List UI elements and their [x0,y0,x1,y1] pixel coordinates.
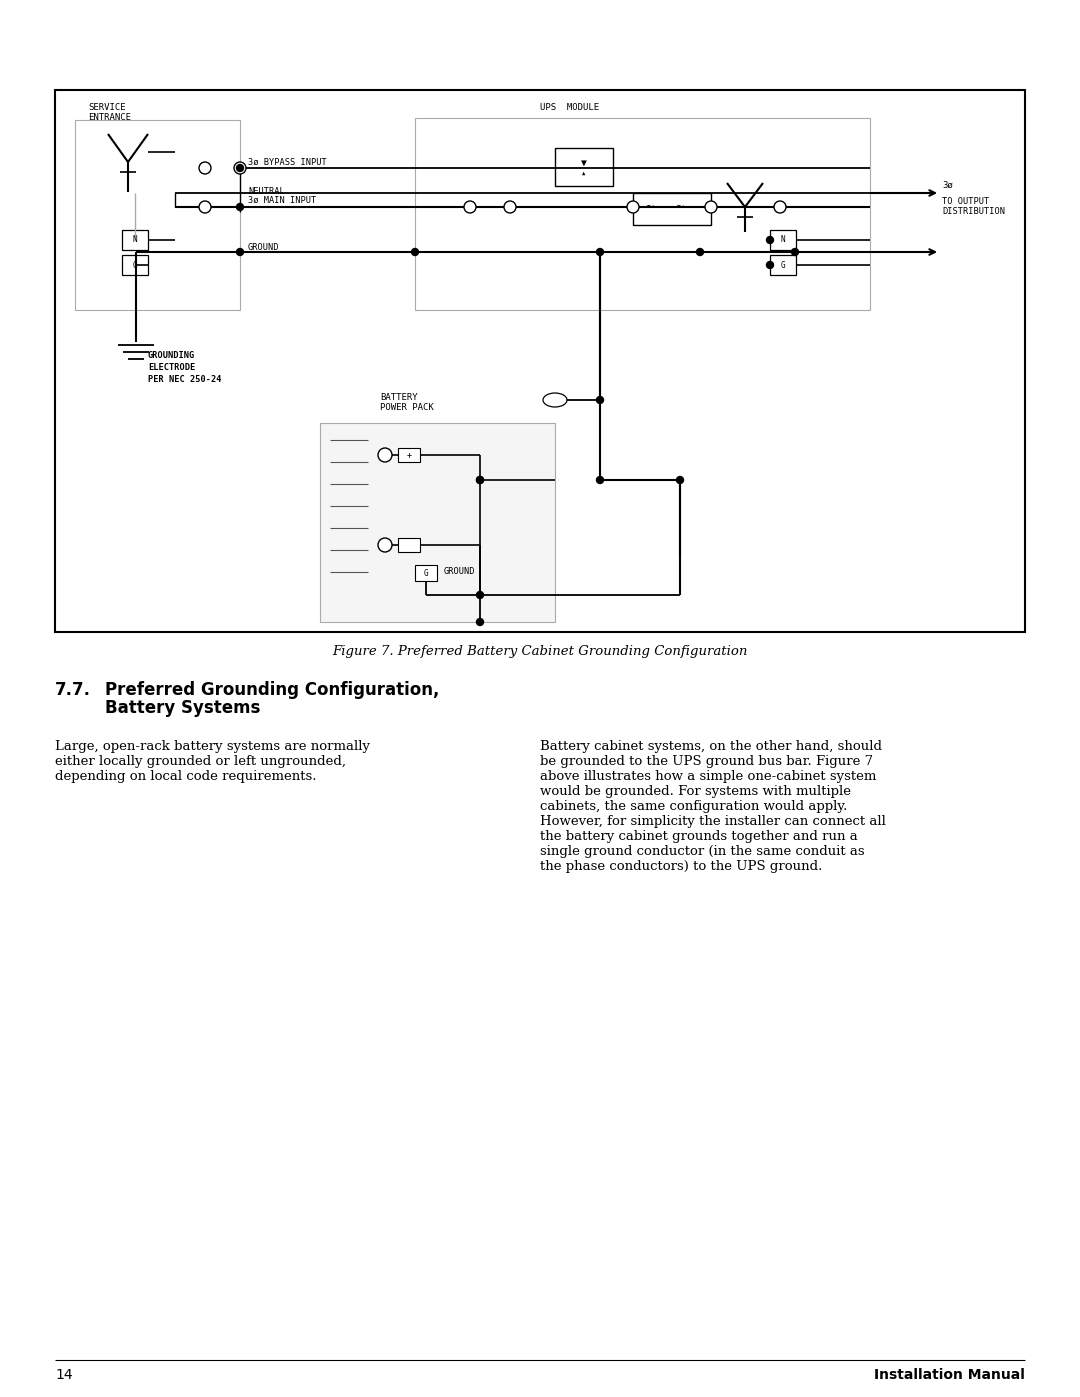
Circle shape [476,619,484,626]
Text: 3ø MAIN INPUT: 3ø MAIN INPUT [248,196,316,204]
Bar [415,564,437,581]
Text: SERVICE: SERVICE [87,103,125,113]
Text: G: G [423,569,429,577]
Circle shape [697,249,703,256]
Bar [770,231,796,250]
Text: POWER PACK: POWER PACK [380,404,434,412]
Circle shape [199,201,211,212]
Text: +: + [406,450,411,460]
Bar [55,89,1025,631]
Bar [770,256,796,275]
Text: 3ø BYPASS INPUT: 3ø BYPASS INPUT [248,158,327,166]
Text: Battery cabinet systems, on the other hand, should
be grounded to the UPS ground: Battery cabinet systems, on the other ha… [540,740,886,873]
Text: N: N [781,236,785,244]
Circle shape [767,261,773,268]
Circle shape [378,448,392,462]
Circle shape [237,249,243,256]
Bar [75,120,240,310]
Text: Figure 7. Preferred Battery Cabinet Grounding Configuration: Figure 7. Preferred Battery Cabinet Grou… [333,645,747,658]
Text: G: G [133,260,137,270]
Circle shape [476,476,484,483]
Circle shape [237,165,243,172]
Circle shape [705,201,717,212]
Circle shape [504,201,516,212]
Text: ~: ~ [645,201,653,215]
Text: GROUND: GROUND [444,567,475,576]
Text: Preferred Grounding Configuration,: Preferred Grounding Configuration, [105,680,440,698]
Circle shape [627,201,639,212]
Circle shape [792,249,798,256]
Text: 3ø: 3ø [942,180,953,190]
Circle shape [774,201,786,212]
Circle shape [237,204,243,211]
Bar [399,448,420,462]
Text: 7.7.: 7.7. [55,680,91,698]
Bar [555,148,613,186]
Circle shape [476,591,484,598]
Text: PER NEC 250-24: PER NEC 250-24 [148,376,221,384]
Text: N: N [133,236,137,244]
Text: GROUNDING: GROUNDING [148,352,195,360]
Text: Large, open-rack battery systems are normally
either locally grounded or left un: Large, open-rack battery systems are nor… [55,740,370,782]
Text: ▼: ▼ [581,158,586,168]
Circle shape [767,236,773,243]
Circle shape [476,476,484,483]
Ellipse shape [543,393,567,407]
Text: ELECTRODE: ELECTRODE [148,363,195,373]
Bar [399,538,420,552]
Circle shape [676,476,684,483]
Bar [633,193,711,225]
Text: BATTERY: BATTERY [380,393,418,401]
Circle shape [596,249,604,256]
Text: Battery Systems: Battery Systems [105,698,260,717]
Text: ~: ~ [675,201,684,215]
Text: UPS  MODULE: UPS MODULE [540,103,599,113]
Text: ▲: ▲ [582,170,585,176]
Text: Installation Manual: Installation Manual [874,1368,1025,1382]
Bar [122,256,148,275]
Bar [122,231,148,250]
Text: GROUND: GROUND [248,243,280,251]
Text: ENTRANCE: ENTRANCE [87,113,131,123]
Circle shape [411,249,419,256]
Text: 14: 14 [55,1368,72,1382]
Circle shape [199,162,211,175]
Circle shape [464,201,476,212]
Bar [320,423,555,622]
Circle shape [234,162,246,175]
Circle shape [596,397,604,404]
Circle shape [378,538,392,552]
Bar [415,117,870,310]
Text: DISTRIBUTION: DISTRIBUTION [942,207,1005,215]
Circle shape [596,476,604,483]
Text: TO OUTPUT: TO OUTPUT [942,197,989,205]
Text: NEUTRAL: NEUTRAL [248,187,285,196]
Text: G: G [781,260,785,270]
